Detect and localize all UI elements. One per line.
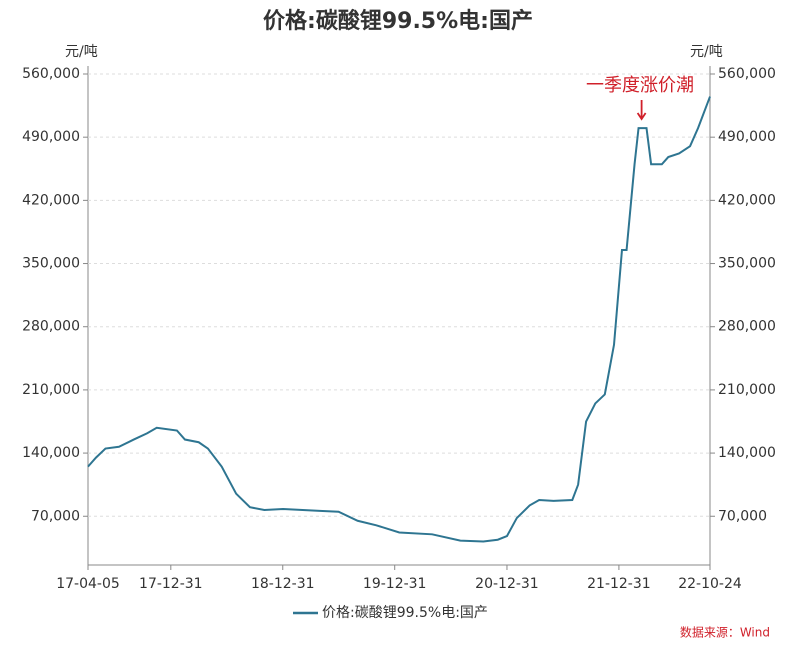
y2-tick-label: 210,000 xyxy=(718,382,776,398)
x-tick-label: 17-12-31 xyxy=(139,576,203,592)
y2-tick-label: 70,000 xyxy=(718,508,767,524)
x-tick-label: 22-10-24 xyxy=(678,576,742,592)
y2-tick-label: 560,000 xyxy=(718,66,776,82)
y2-axis-label: 元/吨 xyxy=(690,44,723,60)
annotation: 一季度涨价潮 xyxy=(586,75,694,96)
y2-tick-label: 140,000 xyxy=(718,445,776,461)
x-tick-label: 20-12-31 xyxy=(475,576,539,592)
y-tick-label: 280,000 xyxy=(22,319,80,335)
y2-tick-label: 280,000 xyxy=(718,319,776,335)
series-line xyxy=(87,96,711,543)
y2-tick-label: 420,000 xyxy=(718,192,776,208)
source: 数据来源：Wind xyxy=(680,625,770,640)
x-tick-label: 21-12-31 xyxy=(587,576,651,592)
y-tick-label: 140,000 xyxy=(22,445,80,461)
x-tick-label: 17-04-05 xyxy=(56,576,120,592)
x-tick-label: 19-12-31 xyxy=(363,576,427,592)
legend-label: 价格:碳酸锂99.5%电:国产 xyxy=(322,605,488,621)
y2-tick-label: 350,000 xyxy=(718,256,776,272)
y-tick-label: 490,000 xyxy=(22,129,80,145)
x-tick-label: 18-12-31 xyxy=(251,576,315,592)
y-axis-label: 元/吨 xyxy=(65,44,98,60)
y2-tick-label: 490,000 xyxy=(718,129,776,145)
y-tick-label: 350,000 xyxy=(22,256,80,272)
annotation-arrow xyxy=(636,100,647,121)
y-tick-label: 560,000 xyxy=(22,66,80,82)
y-tick-label: 70,000 xyxy=(31,508,80,524)
y-tick-label: 210,000 xyxy=(22,382,80,398)
chart-title: 价格:碳酸锂99.5%电:国产 xyxy=(263,8,533,34)
y-tick-label: 420,000 xyxy=(22,192,80,208)
